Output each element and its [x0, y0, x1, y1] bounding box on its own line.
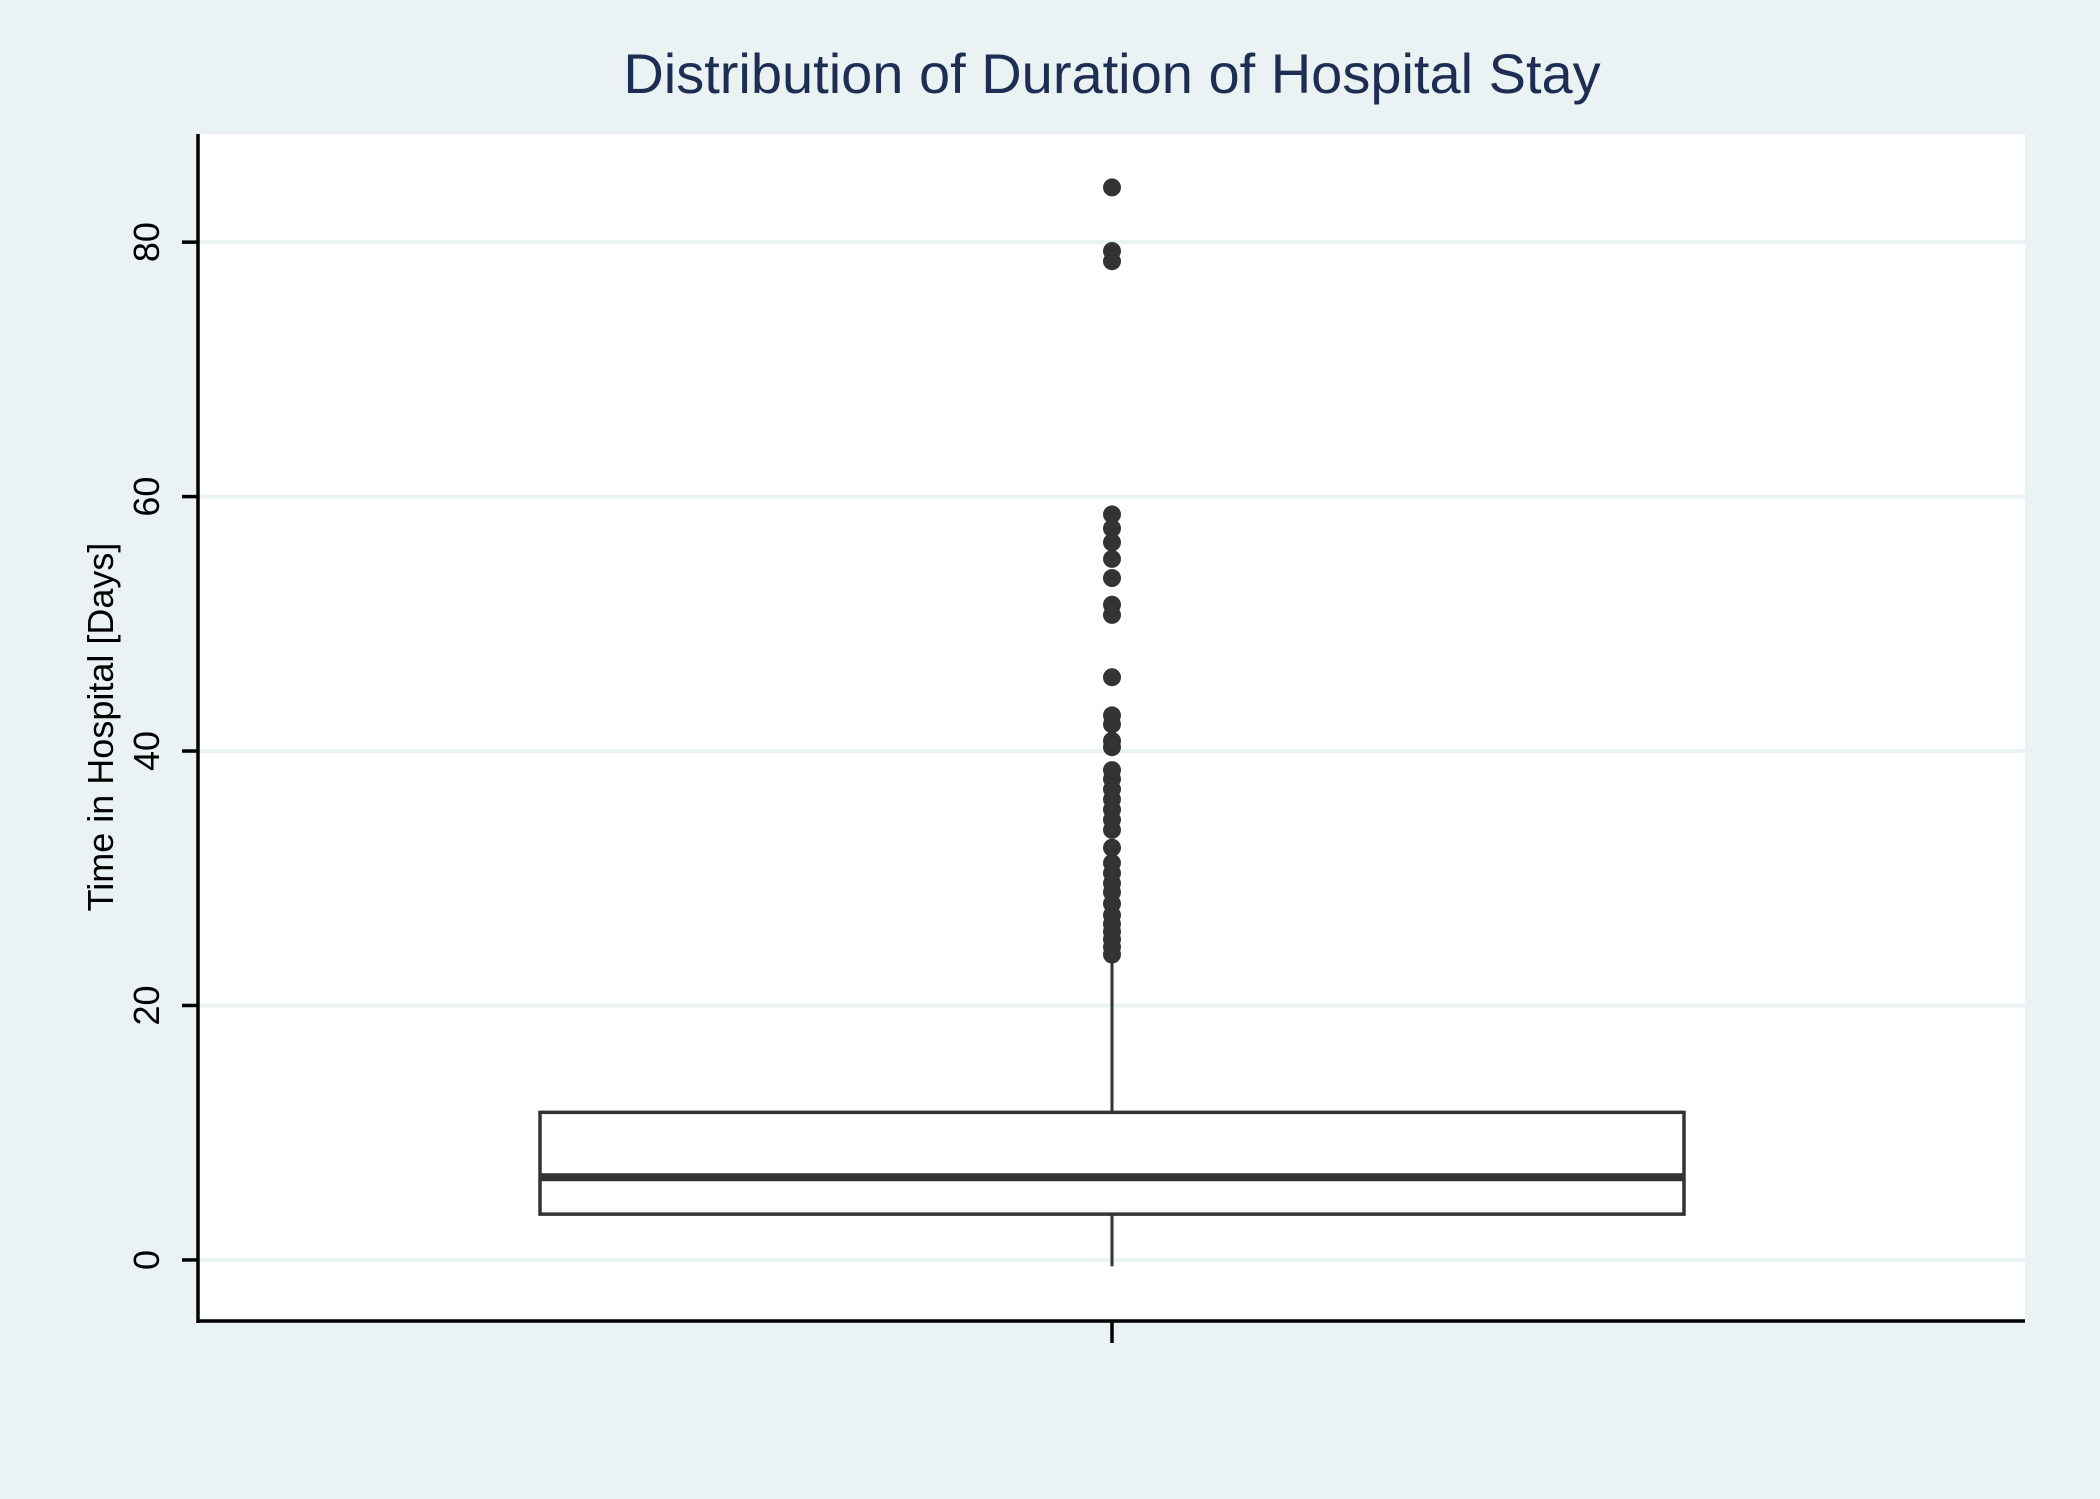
outlier-point: [1103, 761, 1121, 780]
box-plot: [538, 960, 1686, 1267]
outlier-point: [1103, 505, 1121, 524]
outlier-point: [1103, 668, 1121, 687]
outlier-point: [1103, 731, 1121, 750]
y-axis-title: Time in Hospital [Days]: [80, 543, 121, 912]
iqr-box: [538, 1110, 1686, 1216]
outlier-point: [1103, 549, 1121, 568]
outlier-point: [1103, 242, 1121, 261]
chart-title: Distribution of Duration of Hospital Sta…: [623, 42, 1600, 105]
outlier-point: [1103, 519, 1121, 538]
outlier-point: [1103, 178, 1121, 197]
outlier-point: [1103, 706, 1121, 725]
outlier-point: [1103, 853, 1121, 872]
y-tick-label: 0: [126, 1250, 167, 1270]
outlier-point: [1103, 533, 1121, 552]
y-axis-ticks: 0 20 40 60 80: [126, 222, 198, 1270]
outlier-point: [1103, 595, 1121, 614]
y-tick-label: 60: [126, 477, 167, 517]
y-tick-label: 80: [126, 222, 167, 262]
outlier-point: [1103, 838, 1121, 857]
y-tick-label: 40: [126, 731, 167, 771]
y-tick-label: 20: [126, 985, 167, 1025]
outlier-point: [1103, 569, 1121, 588]
outliers: [1103, 178, 1121, 964]
